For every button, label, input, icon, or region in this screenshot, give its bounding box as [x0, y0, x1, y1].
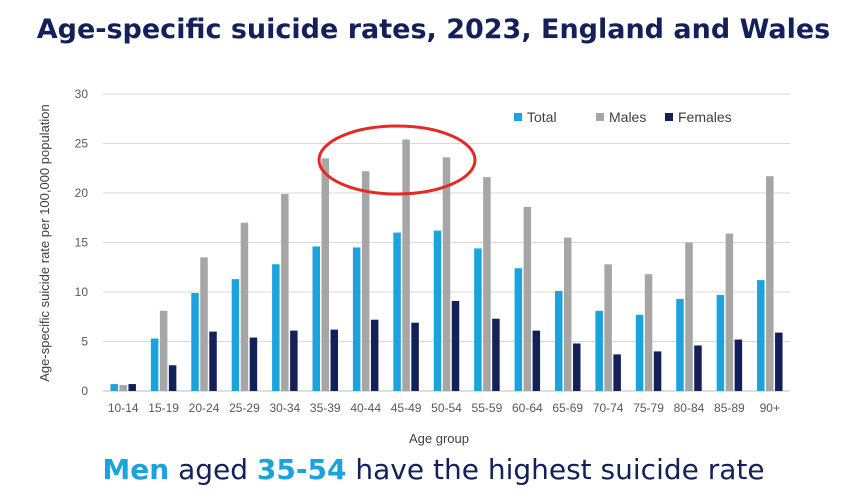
bar-males	[119, 385, 127, 391]
y-tick-labels: 0 5 10 15 20 25 30	[75, 87, 89, 398]
bar-males	[725, 233, 734, 391]
bar-females	[613, 354, 621, 391]
legend-label-males: Males	[609, 109, 646, 125]
x-tick-label: 15-19	[148, 401, 179, 415]
x-tick-label: 45-49	[391, 401, 422, 415]
y-tick-label: 30	[75, 87, 89, 101]
bar-females	[734, 339, 743, 391]
x-tick-label: 50-54	[431, 401, 462, 415]
y-tick-label: 25	[75, 137, 89, 151]
x-tick-label: 30-34	[270, 401, 301, 415]
x-tick-label: 80-84	[674, 401, 705, 415]
x-tick-label: 85-89	[714, 401, 745, 415]
x-tick-label: 25-29	[229, 401, 260, 415]
bar-total	[595, 310, 603, 391]
bar-males	[159, 310, 168, 391]
legend-swatch-females	[665, 113, 673, 121]
bars	[110, 139, 783, 391]
bar-total	[514, 268, 523, 391]
bar-males	[402, 139, 410, 391]
bar-total	[716, 294, 725, 391]
bar-total	[150, 338, 159, 391]
y-tick-label: 0	[81, 384, 88, 398]
bar-chart: 0 5 10 15 20 25 30 10-14 15-19 20-24 25-29 30-34 35…	[37, 87, 790, 446]
x-tick-label: 10-14	[108, 401, 139, 415]
highlight-circle	[317, 124, 477, 196]
bar-total	[272, 264, 280, 391]
bar-total	[474, 248, 482, 391]
bar-females	[451, 300, 460, 391]
bar-males	[483, 177, 491, 391]
legend-label-females: Females	[678, 109, 732, 125]
y-axis-label: Age-specific suicide rate per 100,000 po…	[37, 104, 52, 382]
bar-males	[361, 171, 370, 391]
bar-males	[644, 274, 653, 391]
bar-total	[393, 232, 401, 391]
bar-males	[200, 257, 208, 391]
bar-females	[653, 351, 662, 391]
bar-total	[676, 298, 684, 391]
bar-males	[685, 242, 693, 391]
y-tick-label: 10	[75, 285, 89, 299]
x-axis-label: Age group	[409, 431, 469, 446]
bar-total	[191, 292, 199, 391]
y-tick-label: 20	[75, 186, 89, 200]
bar-total	[352, 247, 361, 391]
x-tick-label: 35-39	[310, 401, 341, 415]
bar-total	[110, 384, 118, 391]
bar-females	[694, 345, 702, 391]
bar-females	[370, 319, 379, 391]
bar-females	[290, 330, 298, 391]
bar-males	[604, 264, 612, 391]
legend-swatch-total	[514, 113, 522, 121]
chart-title: Age-specific suicide rates, 2023, Englan…	[36, 14, 831, 45]
bar-females	[330, 329, 339, 391]
bar-males	[766, 176, 774, 391]
bar-total	[635, 314, 644, 391]
bar-total	[554, 291, 563, 391]
x-tick-label: 20-24	[189, 401, 220, 415]
bar-males	[523, 206, 532, 391]
bar-total	[757, 280, 765, 391]
bar-males	[563, 237, 572, 391]
y-tick-label: 5	[81, 335, 88, 349]
bar-total	[433, 230, 442, 391]
bar-males	[240, 222, 249, 391]
bar-females	[128, 384, 136, 391]
bar-females	[572, 343, 581, 391]
key-message: Men aged 35-54 have the highest suicide …	[0, 453, 867, 486]
x-tick-label: 70-74	[593, 401, 624, 415]
bar-females	[532, 330, 541, 391]
bar-females	[775, 332, 783, 391]
bar-females	[168, 365, 177, 391]
x-tick-label: 90+	[760, 401, 780, 415]
key-message-men: Men	[102, 453, 170, 486]
bar-total	[231, 279, 240, 391]
key-message-rest: have the highest suicide rate	[346, 453, 765, 486]
key-message-aged: aged	[169, 453, 257, 486]
bar-females	[492, 318, 500, 391]
bar-total	[312, 246, 321, 391]
bar-males	[442, 157, 451, 391]
x-tick-label: 60-64	[512, 401, 543, 415]
bar-males	[281, 193, 289, 391]
x-tick-label: 75-79	[633, 401, 664, 415]
key-message-age-range: 35-54	[256, 453, 347, 486]
x-tick-labels: 10-14 15-19 20-24 25-29 30-34 35-39 40-44 45-49…	[108, 401, 780, 415]
legend: Total Males Females	[514, 109, 732, 125]
bar-males	[321, 158, 330, 391]
y-tick-label: 15	[75, 236, 89, 250]
bar-females	[411, 322, 419, 391]
legend-label-total: Total	[527, 109, 557, 125]
x-tick-label: 65-69	[552, 401, 583, 415]
bar-females	[209, 331, 217, 391]
bar-females	[249, 337, 258, 391]
x-tick-label: 40-44	[350, 401, 381, 415]
legend-swatch-males	[596, 113, 604, 121]
x-tick-label: 55-59	[472, 401, 503, 415]
